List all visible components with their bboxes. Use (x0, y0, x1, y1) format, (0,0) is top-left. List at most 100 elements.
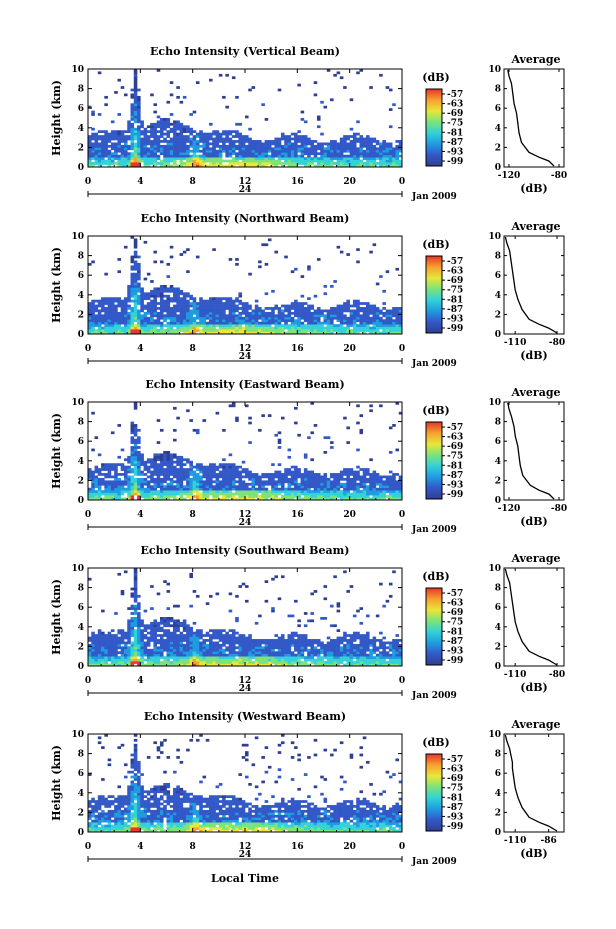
heatmap-cell (271, 154, 275, 158)
heatmap-cell (366, 490, 370, 493)
heatmap-cell (107, 463, 112, 466)
heatmap-cell (274, 162, 279, 165)
heatmap-cell (133, 433, 138, 437)
heatmap-cell (169, 458, 174, 462)
heatmap-cell (267, 162, 272, 165)
heatmap-cell (238, 321, 243, 325)
heatmap-cell (218, 329, 223, 332)
heatmap-cell (159, 465, 164, 469)
heatmap-cell (123, 475, 128, 479)
heatmap-cell (117, 304, 122, 308)
heatmap-cell (137, 661, 141, 664)
heatmap-cell (169, 636, 174, 640)
heatmap-cell (140, 663, 144, 667)
heatmap-cell (189, 651, 193, 655)
heatmap-cell (261, 314, 265, 318)
heatmap-cell (320, 482, 324, 486)
heatmap-cell (225, 319, 229, 323)
heatmap-cell (330, 147, 334, 151)
heatmap-cell (186, 482, 190, 486)
heatmap-cell (97, 164, 102, 168)
heatmap-cell (202, 307, 207, 310)
heatmap-cell (186, 130, 190, 133)
heatmap-cell (101, 609, 105, 613)
heatmap-cell (110, 480, 115, 484)
heatmap-cell (209, 152, 213, 156)
heatmap-cell (323, 497, 328, 501)
heatmap-cell (199, 319, 203, 323)
heatmap-cell (173, 130, 177, 133)
heatmap-cell (179, 164, 184, 168)
heatmap-cell (238, 314, 243, 318)
heatmap-cell (369, 497, 373, 501)
heatmap-cell (192, 643, 197, 647)
heatmap-cell (212, 321, 216, 325)
heatmap-cell (117, 495, 122, 498)
heatmap-cell (326, 480, 331, 484)
heatmap-cell (130, 321, 135, 325)
heatmap-cell (192, 465, 197, 469)
heatmap-cell (114, 324, 118, 327)
heatmap-cell (385, 485, 390, 489)
heatmap-cell (248, 441, 252, 444)
heatmap-cell (392, 482, 396, 486)
heatmap-cell (156, 641, 161, 645)
heatmap-cell (254, 152, 259, 156)
heatmap-cell (248, 316, 252, 320)
heatmap-cell (264, 292, 269, 296)
heatmap-cell (362, 149, 367, 153)
average-y-tick-label: 10 (488, 232, 501, 242)
heatmap-cell (235, 321, 239, 325)
heatmap-cell (173, 626, 177, 630)
heatmap-cell (94, 634, 99, 637)
heatmap-cell (369, 250, 373, 254)
heatmap-cell (356, 302, 360, 305)
heatmap-cell (133, 453, 138, 457)
heatmap-cell (195, 663, 200, 667)
heatmap-cell (156, 144, 161, 148)
heatmap-cell (366, 470, 370, 474)
heatmap-cell (97, 453, 102, 457)
heatmap-cell (313, 485, 318, 489)
heatmap-cell (182, 314, 187, 318)
heatmap-cell (137, 639, 141, 642)
heatmap-cell (104, 316, 108, 320)
heatmap-cell (137, 643, 141, 647)
heatmap-cell (372, 473, 377, 476)
heatmap-cell (150, 122, 154, 126)
heatmap-cell (156, 497, 161, 501)
heatmap-cell (238, 135, 243, 138)
heatmap-cell (316, 485, 321, 489)
average-title: Average (510, 386, 560, 399)
heatmap-cell (182, 646, 187, 650)
heatmap-cell (159, 132, 164, 136)
average-y-tick-label: 4 (495, 457, 501, 467)
heatmap-cell (137, 438, 141, 442)
heatmap-cell (294, 468, 298, 471)
average-y-tick-label: 0 (495, 330, 501, 340)
heatmap-cell (130, 159, 135, 163)
heatmap-cell (277, 329, 282, 332)
heatmap-cell (173, 460, 177, 464)
heatmap-cell (107, 485, 112, 489)
heatmap-cell (228, 329, 233, 332)
heatmap-cell (215, 314, 220, 318)
heatmap-cell (290, 316, 295, 320)
heatmap-cell (209, 648, 213, 652)
heatmap-cell (101, 634, 105, 637)
heatmap-cell (104, 307, 108, 310)
heatmap-cell (143, 634, 148, 637)
heatmap-cell (133, 91, 138, 94)
heatmap-cell (241, 137, 246, 141)
heatmap-cell (372, 243, 377, 247)
heatmap-cell (199, 487, 203, 491)
heatmap-cell (290, 162, 295, 165)
heatmap-cell (316, 258, 321, 261)
heatmap-cell (159, 653, 164, 657)
heatmap-cell (323, 164, 328, 168)
heatmap-cell (130, 477, 135, 481)
heatmap-cell (316, 157, 321, 160)
heatmap-cell (323, 326, 328, 330)
heatmap-cell (127, 285, 131, 288)
heatmap-cell (225, 482, 229, 486)
